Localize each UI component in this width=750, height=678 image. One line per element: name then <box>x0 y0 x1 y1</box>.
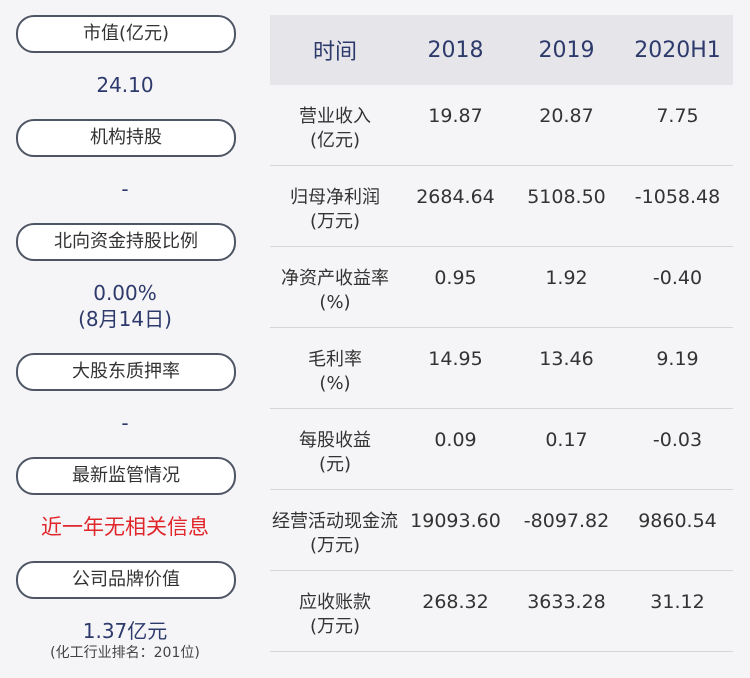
metric-unit: (%) <box>319 373 351 394</box>
table-cell: -1058.48 <box>634 186 721 208</box>
table-cell: 0.09 <box>434 429 477 451</box>
table-row: 营业收入 (亿元) 19.87 20.87 7.75 <box>270 85 733 166</box>
table-cell: 19093.60 <box>410 510 501 532</box>
regulation-value: 近一年无相关信息 <box>41 515 209 539</box>
row-label: 经营活动现金流 (万元) <box>270 490 400 558</box>
metric-name: 毛利率 <box>308 349 362 370</box>
row-label: 应收账款 (万元) <box>270 571 400 639</box>
institution-holding-label: 机构持股 <box>16 119 236 157</box>
brand-value-label: 公司品牌价值 <box>16 561 236 599</box>
table-cell: 1.92 <box>545 267 588 289</box>
table-row: 归母净利润 (万元) 2684.64 5108.50 -1058.48 <box>270 166 733 247</box>
brand-rank: (化工行业排名：201位) <box>50 645 200 661</box>
table-row: 经营活动现金流 (万元) 19093.60 -8097.82 9860.54 <box>270 490 733 571</box>
metric-unit: (%) <box>319 292 351 313</box>
table-cell: -0.03 <box>652 429 703 451</box>
metric-unit: (万元) <box>309 535 361 556</box>
table-row: 毛利率 (%) 14.95 13.46 9.19 <box>270 328 733 409</box>
table-cell: 20.87 <box>539 105 594 127</box>
brand-value: 1.37亿元 <box>82 619 168 643</box>
metric-unit: (亿元) <box>309 130 361 151</box>
table-cell: 14.95 <box>428 348 483 370</box>
metric-name: 每股收益 <box>299 430 371 451</box>
table-cell: 0.95 <box>434 267 477 289</box>
row-label: 净资产收益率 (%) <box>270 247 400 315</box>
major-shareholder-pledge-value: - <box>121 411 129 435</box>
table-cell: 5108.50 <box>527 186 606 208</box>
row-label: 营业收入 (亿元) <box>270 85 400 153</box>
table-cell: 3633.28 <box>527 591 606 613</box>
regulation-label: 最新监管情况 <box>16 457 236 495</box>
stock-summary-panel: 市值(亿元) 24.10 机构持股 - 北向资金持股比例 0.00% (8月14… <box>0 0 250 678</box>
metric-name: 归母净利润 <box>290 187 380 208</box>
major-shareholder-pledge-label: 大股东质押率 <box>16 353 236 391</box>
metric-name: 净资产收益率 <box>281 268 389 289</box>
table-cell: 7.75 <box>656 105 699 127</box>
table-cell: 0.17 <box>545 429 588 451</box>
metric-unit: (万元) <box>309 211 361 232</box>
northbound-holding-value: 0.00% <box>93 281 157 305</box>
table-cell: -0.40 <box>652 267 703 289</box>
header-2019: 2019 <box>538 37 595 63</box>
table-cell: 19.87 <box>428 105 483 127</box>
table-cell: 9.19 <box>656 348 699 370</box>
header-2018: 2018 <box>427 37 484 63</box>
table-cell: -8097.82 <box>523 510 610 532</box>
table-cell: 13.46 <box>539 348 594 370</box>
metric-unit: (万元) <box>309 616 361 637</box>
northbound-holding-date: (8月14日) <box>78 307 172 331</box>
table-cell: 9860.54 <box>638 510 717 532</box>
table-row: 应收账款 (万元) 268.32 3633.28 31.12 <box>270 571 733 652</box>
table-row: 每股收益 (元) 0.09 0.17 -0.03 <box>270 409 733 490</box>
institution-holding-value: - <box>121 177 129 201</box>
metric-name: 经营活动现金流 <box>272 511 398 532</box>
market-cap-label: 市值(亿元) <box>16 15 236 53</box>
row-label: 每股收益 (元) <box>270 409 400 477</box>
metric-unit: (元) <box>318 454 352 475</box>
table-row: 净资产收益率 (%) 0.95 1.92 -0.40 <box>270 247 733 328</box>
table-cell: 2684.64 <box>416 186 495 208</box>
metric-name: 营业收入 <box>299 106 371 127</box>
financial-table: 时间 2018 2019 2020H1 营业收入 (亿元) 19.87 20.87… <box>270 15 733 652</box>
row-label: 毛利率 (%) <box>270 328 400 396</box>
header-2020h1: 2020H1 <box>634 37 721 63</box>
northbound-holding-label: 北向资金持股比例 <box>16 223 236 261</box>
table-cell: 31.12 <box>650 591 705 613</box>
table-cell: 268.32 <box>422 591 489 613</box>
table-header: 时间 2018 2019 2020H1 <box>270 15 733 85</box>
market-cap-value: 24.10 <box>96 73 154 97</box>
metric-name: 应收账款 <box>299 592 371 613</box>
row-label: 归母净利润 (万元) <box>270 166 400 234</box>
header-period: 时间 <box>312 40 357 65</box>
